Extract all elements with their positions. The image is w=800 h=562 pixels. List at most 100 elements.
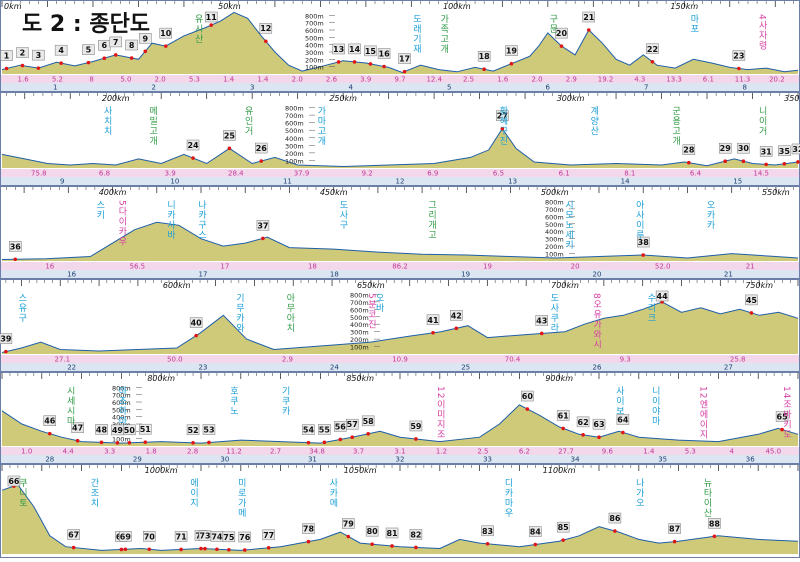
segment-distance: 10.9 <box>392 356 408 364</box>
segment-distance: 3.9 <box>360 76 371 84</box>
elevation-label: 200m <box>305 56 324 64</box>
place-name: 시세시마 <box>65 386 75 426</box>
peak-marker <box>414 545 418 550</box>
place-name: 5다이카우 <box>116 200 126 247</box>
section-number: 32 <box>396 456 405 464</box>
section-number: 1 <box>53 84 57 92</box>
section-number: 26 <box>593 364 602 372</box>
place-name: 황혜구진 <box>497 106 507 146</box>
segment-distance: 2.5 <box>477 448 488 456</box>
peak-marker <box>123 547 128 552</box>
section-number: 3 <box>250 84 254 92</box>
peak-marker <box>414 437 418 441</box>
elevation-label: 500m <box>305 34 324 42</box>
elevation-label: 800m <box>285 105 304 113</box>
peak-marker <box>431 330 435 335</box>
place-name: 쿠니토 <box>17 478 27 508</box>
segment-distance: 20 <box>571 263 580 271</box>
peak-marker <box>306 539 311 544</box>
peak-marker <box>322 440 327 445</box>
peak-number: 10 <box>160 29 172 38</box>
place-name: 마포 <box>688 14 698 34</box>
peak-marker <box>586 28 591 32</box>
peak-number-box <box>556 521 570 533</box>
peak-marker <box>561 538 565 542</box>
peak-number: 26 <box>256 144 268 153</box>
section-strip <box>1 177 799 185</box>
peak-marker <box>613 529 617 533</box>
section-number: 21 <box>724 271 733 279</box>
place-name: 뉴타이산 <box>701 478 711 518</box>
peak-marker <box>163 44 168 48</box>
segment-distance: 6.4 <box>690 170 702 178</box>
peak-marker <box>482 67 486 72</box>
section-number: 25 <box>461 364 470 372</box>
segment-distance: 25.8 <box>730 356 746 364</box>
place-name: 유인거 <box>243 106 253 136</box>
peak-number-box <box>409 420 423 432</box>
peak-marker <box>764 162 768 167</box>
peak-marker <box>723 159 728 163</box>
peak-marker <box>4 66 9 71</box>
segment-distance: 2.0 <box>531 76 542 84</box>
peak-number-box <box>54 44 68 56</box>
segment-distance: 5.3 <box>189 76 200 84</box>
section-number: 16 <box>67 271 76 279</box>
elevation-label: 200m <box>350 336 369 344</box>
place-name: 스유구 <box>16 293 26 323</box>
peak-marker <box>86 60 91 65</box>
peak-marker <box>650 59 655 64</box>
km-label: 700km <box>551 281 579 290</box>
peak-number-box <box>778 145 791 157</box>
peak-number-box <box>745 294 758 306</box>
peak-number-box <box>646 43 659 55</box>
peak-marker <box>179 547 183 552</box>
km-label: 0km <box>4 2 22 11</box>
peak-marker <box>366 432 370 436</box>
place-name: 도래기재 <box>411 14 421 54</box>
peak-number: 44 <box>657 292 669 301</box>
peak-number-box <box>348 43 361 55</box>
peak-marker <box>370 542 374 546</box>
peak-marker <box>113 53 118 57</box>
peak-marker <box>127 440 132 445</box>
peak-number: 73 <box>199 532 210 541</box>
peak-number-box <box>332 43 345 55</box>
segment-distance: 52.0 <box>655 263 671 271</box>
peak-number: 37 <box>257 221 268 230</box>
peak-marker <box>782 161 787 166</box>
peak-marker <box>47 431 52 436</box>
elevation-label: 100m <box>545 251 564 259</box>
segment-distance: 9.3 <box>620 356 631 364</box>
segment-distance: 1.6 <box>497 76 509 84</box>
place-name: 도사구 <box>338 200 348 230</box>
peak-marker <box>500 126 505 131</box>
peak-number: 8 <box>129 41 135 50</box>
peak-marker <box>20 63 25 68</box>
peak-marker <box>712 534 717 539</box>
segment-distance: 18 <box>308 263 317 271</box>
section-number: 34 <box>571 456 580 464</box>
peak-number: 29 <box>720 144 732 153</box>
peak-number: 83 <box>482 527 493 536</box>
peak-number: 27 <box>497 112 508 121</box>
segment-distance: 75.8 <box>31 170 47 178</box>
peak-marker <box>597 435 601 440</box>
section-number: 20 <box>593 271 602 279</box>
peak-number: 43 <box>536 316 547 325</box>
segment-distance: 45.0 <box>765 448 781 456</box>
peak-number-box <box>255 142 268 154</box>
peak-marker <box>641 253 646 257</box>
km-label: 150km <box>670 2 698 11</box>
peak-number: 23 <box>733 52 744 61</box>
peak-number-box <box>223 130 236 141</box>
peak-marker <box>119 547 124 552</box>
section-number: 17 <box>199 271 208 279</box>
peak-marker <box>102 56 107 61</box>
peak-marker <box>749 311 754 315</box>
place-name: 아사이루 <box>634 200 644 240</box>
peak-number: 54 <box>303 426 315 435</box>
place-name: 14조바키도 <box>781 386 791 439</box>
elevation-label: 200m <box>545 243 564 251</box>
elevation-label: 600m <box>305 27 324 35</box>
